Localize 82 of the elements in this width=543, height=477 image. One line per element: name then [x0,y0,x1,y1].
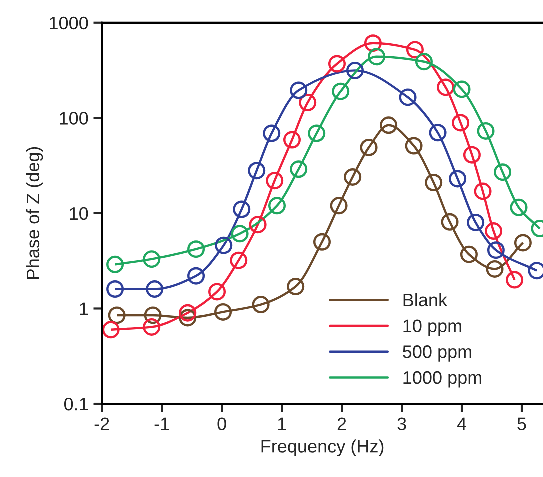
point [328,55,346,73]
point [514,234,532,252]
point [415,53,433,71]
point [460,246,478,264]
point [208,283,226,301]
point [425,174,443,192]
point [266,172,284,190]
point [231,225,249,243]
point [106,256,124,274]
point [284,131,301,149]
x-tick-label: 5 [518,418,526,430]
point [494,164,512,182]
point [188,240,206,258]
point [179,304,197,322]
y-tick-label: 100 [60,112,88,125]
point [179,309,197,327]
point [452,114,470,132]
x-tick-label: -1 [154,418,170,430]
point [308,124,326,142]
point [332,82,350,100]
point [143,318,161,336]
y-tick-label: 1 [80,302,88,316]
x-tick-label: 0 [218,418,226,430]
point [346,62,364,80]
point [215,236,233,254]
point [380,116,398,134]
point [144,306,162,324]
point [474,182,492,200]
point [188,267,206,285]
point [263,124,281,142]
point [485,222,503,240]
point [143,250,161,268]
point [249,216,267,234]
point [287,278,305,296]
point [406,41,424,59]
legend-label: Blank [404,293,448,307]
point [510,198,528,216]
point [486,260,504,278]
point [248,162,266,180]
point [290,82,308,100]
point [364,34,382,52]
point [102,321,120,339]
point [429,124,447,142]
point [449,170,467,188]
point [214,303,232,321]
point [290,160,308,178]
point [268,197,286,215]
point [487,242,505,260]
point [360,138,378,156]
y-tick-label: 1000 [50,16,88,30]
point [477,122,495,140]
point [399,88,417,106]
legend-label: 10 ppm [404,320,462,336]
point [453,80,471,98]
point [146,280,164,298]
x-tick-label: 3 [398,418,406,430]
legend-label: 500 ppm [403,346,472,362]
point [506,271,524,289]
point [108,306,126,324]
point [313,233,331,251]
point [252,296,270,314]
x-tick-label: 1 [278,418,286,430]
point [299,94,317,112]
point [230,252,248,270]
point [106,280,124,298]
point [437,78,455,96]
y-tick-label: 0.1 [64,398,88,411]
point [344,168,362,186]
point [330,197,348,215]
point [463,146,481,164]
x-axis-title: Frequency (Hz) [262,440,384,456]
x-tick-label: 4 [457,418,467,430]
point [405,137,423,155]
y-tick-label: 10 [70,207,88,220]
y-axis-title: Phase of Z (deg) [26,147,44,280]
point [467,214,485,232]
point [368,48,386,66]
point [441,213,459,231]
x-tick-label: 2 [338,418,346,430]
point [233,200,251,218]
legend-label: 1000 ppm [404,371,482,388]
x-tick-label: -2 [94,418,110,430]
